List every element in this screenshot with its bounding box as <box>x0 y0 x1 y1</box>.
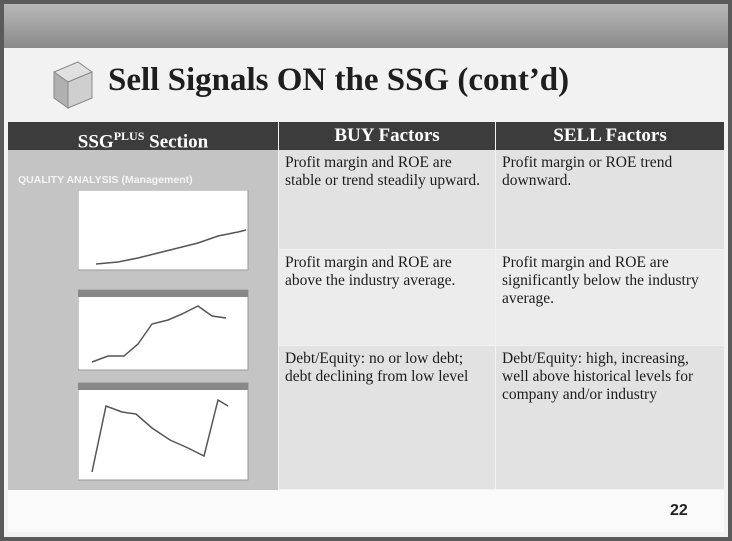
thumbnail <box>78 190 249 271</box>
header-text: Section <box>149 131 209 153</box>
page-number: 22 <box>670 502 688 519</box>
slide-title: Sell Signals ON the SSG (cont’d) <box>108 62 570 98</box>
sell-icon <box>52 61 94 109</box>
thumbnail-bar <box>78 290 248 297</box>
header-cell: SSGPLUS Section <box>8 122 278 153</box>
footer <box>8 490 724 532</box>
table-cell: Debt/Equity: high, increasing, well abov… <box>496 346 724 489</box>
table-cell: Profit margin and ROE are significantly … <box>496 250 724 345</box>
header-text: SSG <box>77 131 114 153</box>
thumbnail-line <box>91 305 227 363</box>
header-cell: BUY Factors <box>279 122 495 150</box>
thumbnail-bar <box>78 383 248 390</box>
chart-thumbnails <box>78 190 249 481</box>
thumbnail-line <box>95 229 247 265</box>
section-label: QUALITY ANALYSIS (Management) <box>18 174 193 186</box>
header-cell: SELL Factors <box>496 122 724 150</box>
thumbnail-line <box>91 398 229 473</box>
table-cell: Profit margin or ROE trend downward. <box>496 150 724 249</box>
header-superscript: PLUS <box>113 129 145 143</box>
top-bar <box>4 4 728 48</box>
table-cell: Profit margin and ROE are above the indu… <box>279 250 495 345</box>
table-cell: Debt/Equity: no or low debt; debt declin… <box>279 346 495 489</box>
table-cell: Profit margin and ROE are stable or tren… <box>279 150 495 249</box>
thumbnail <box>78 382 249 481</box>
